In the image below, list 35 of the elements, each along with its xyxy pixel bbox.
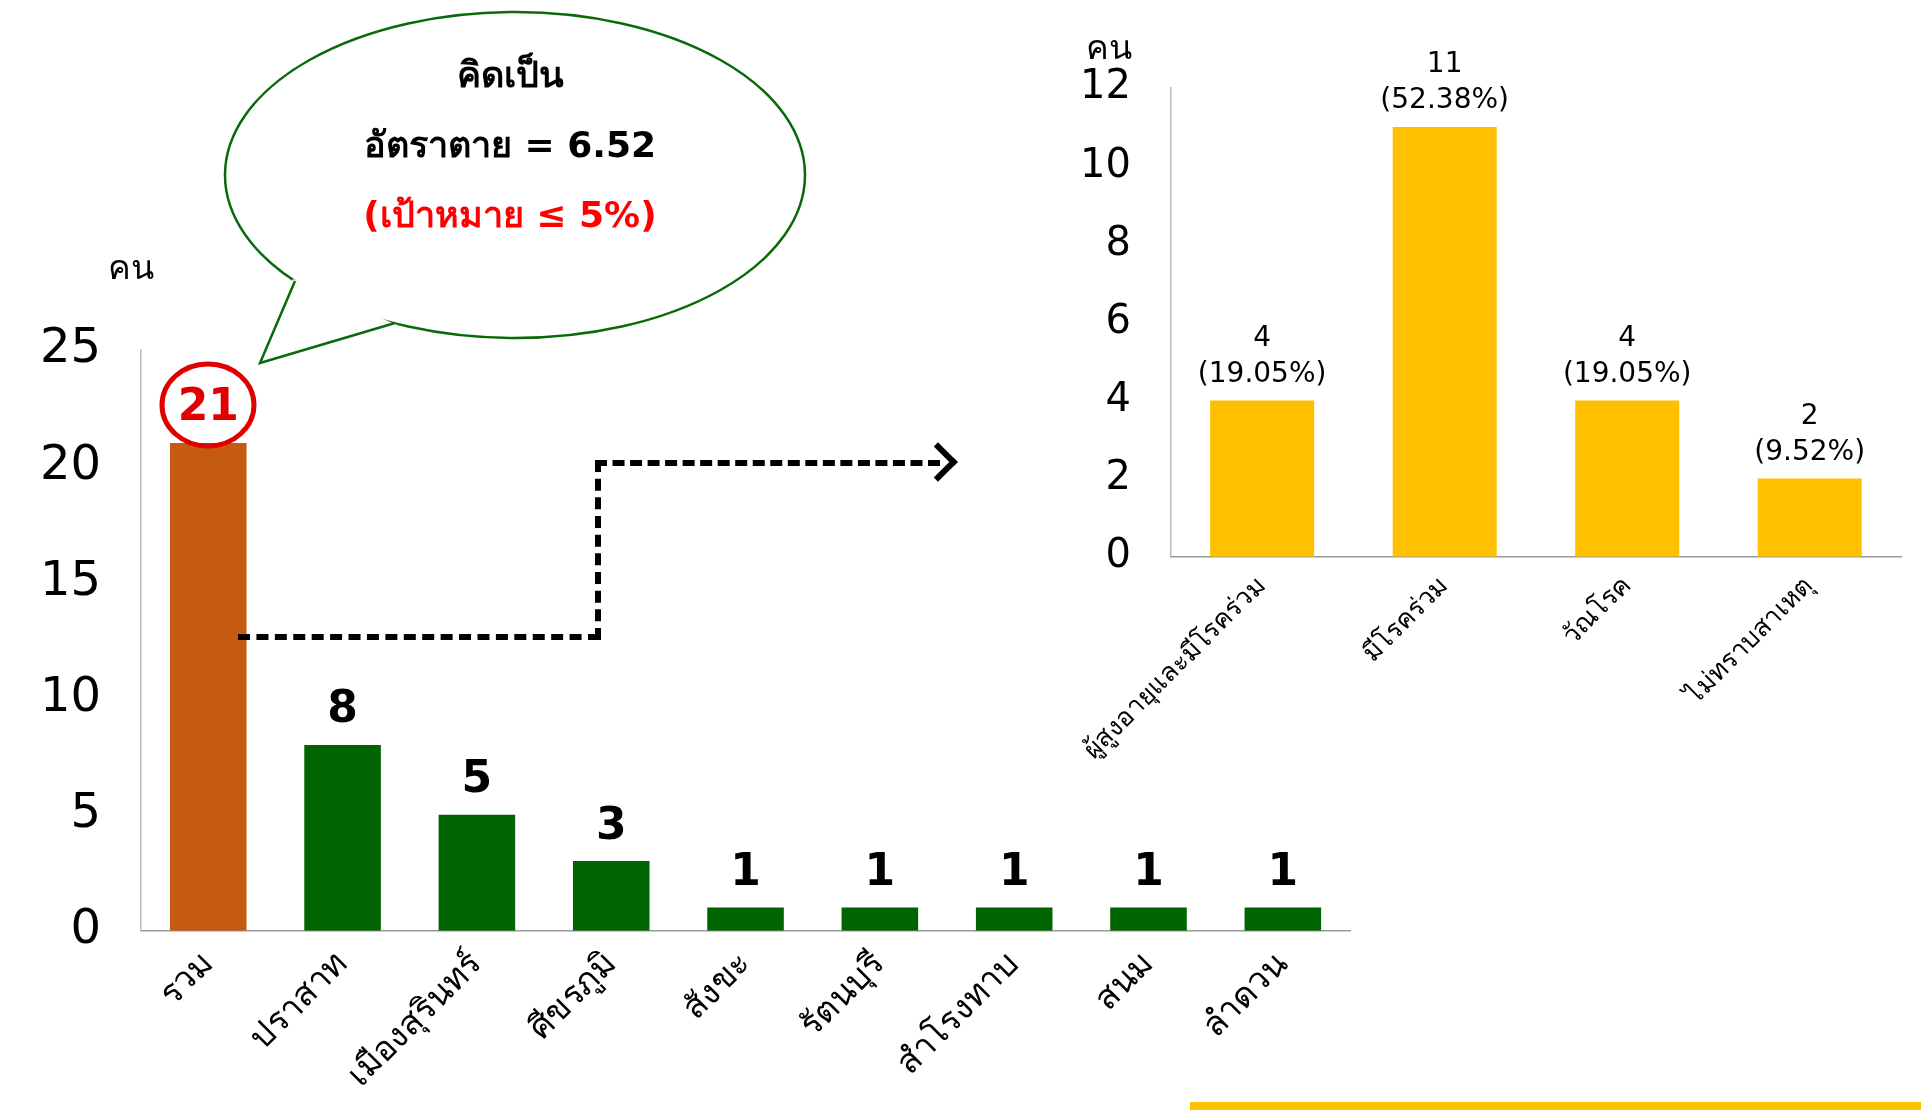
x-tick-label: สนม	[1085, 942, 1161, 1018]
bar	[1757, 478, 1862, 557]
data-label: 2 (9.52%)	[1754, 397, 1866, 467]
data-label: 4 (19.05%)	[1197, 319, 1327, 389]
y-tick-label: 4	[1105, 373, 1131, 420]
data-label: 1	[864, 844, 896, 896]
y-tick-label: 10	[40, 665, 102, 722]
data-label: 3	[595, 797, 627, 849]
y-tick-label: 20	[40, 433, 102, 490]
bar	[1210, 400, 1315, 557]
x-tick-label: รวม	[150, 942, 221, 1013]
data-label: 1	[998, 844, 1030, 896]
bar	[1392, 127, 1497, 557]
data-label: 21	[177, 379, 239, 431]
y-tick-label: 10	[1079, 139, 1131, 186]
y-tick-label: 2	[1105, 451, 1131, 498]
y-tick-label: 5	[70, 782, 102, 839]
data-label: 8	[327, 681, 358, 733]
y-tick-label: 15	[40, 549, 102, 606]
y-tick-label: 25	[40, 317, 102, 374]
y-tick-label: 8	[1105, 217, 1131, 264]
y-tick-label: 0	[70, 898, 102, 955]
text: (เป้าหมาย ≤ 5%)	[362, 193, 658, 237]
data-label: 1	[730, 844, 761, 896]
data-label: 11 (52.38%)	[1380, 46, 1509, 116]
data-label: 4 (19.05%)	[1562, 319, 1692, 389]
data-label: 5	[461, 751, 493, 803]
y-axis-title: คน	[108, 246, 154, 289]
data-label: 1	[1133, 844, 1164, 896]
y-tick-label: 6	[1105, 295, 1131, 342]
data-label: 1	[1267, 844, 1299, 896]
text: อัตราตาย = 6.52	[362, 123, 658, 167]
text: คิดเป็น	[455, 51, 565, 97]
y-tick-label: 0	[1105, 530, 1131, 577]
bar	[1575, 400, 1680, 557]
